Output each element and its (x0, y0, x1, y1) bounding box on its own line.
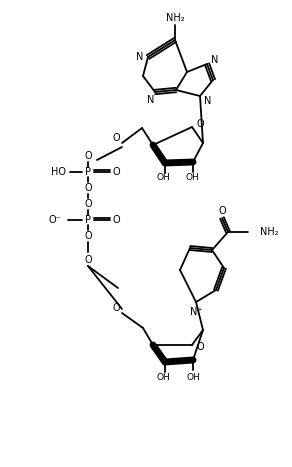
Text: N: N (211, 55, 219, 65)
Text: O: O (84, 183, 92, 193)
Text: O: O (112, 303, 120, 313)
Text: N: N (136, 52, 144, 62)
Text: O: O (112, 133, 120, 143)
Text: N⁺: N⁺ (190, 307, 202, 317)
Text: O: O (84, 255, 92, 265)
Text: O: O (218, 206, 226, 216)
Text: O⁻: O⁻ (49, 215, 61, 225)
Text: NH₂: NH₂ (166, 13, 184, 23)
Text: O: O (196, 342, 204, 352)
Text: OH: OH (185, 174, 199, 183)
Text: O: O (196, 119, 204, 129)
Text: N: N (204, 96, 212, 106)
Text: OH: OH (156, 174, 170, 183)
Text: O: O (84, 199, 92, 209)
Text: P: P (85, 215, 91, 225)
Text: NH₂: NH₂ (260, 227, 279, 237)
Text: OH: OH (186, 374, 200, 382)
Text: OH: OH (156, 374, 170, 382)
Text: O: O (84, 151, 92, 161)
Text: N: N (147, 95, 155, 105)
Text: O: O (112, 167, 120, 177)
Text: P: P (85, 167, 91, 177)
Text: O: O (112, 215, 120, 225)
Text: O: O (84, 231, 92, 241)
Text: HO: HO (51, 167, 65, 177)
